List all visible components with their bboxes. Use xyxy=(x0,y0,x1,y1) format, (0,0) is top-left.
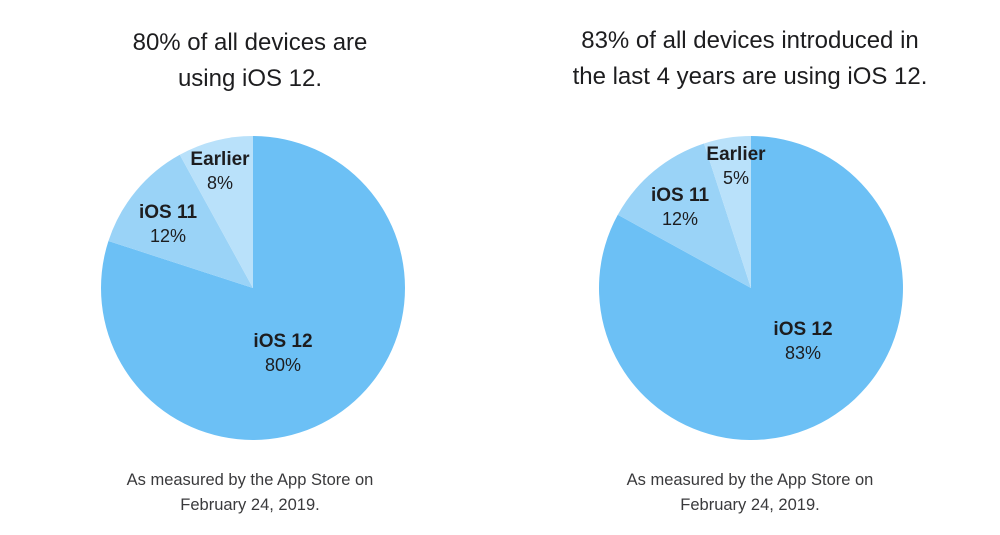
chart-panel-recent-devices: 83% of all devices introduced in the las… xyxy=(500,0,1000,535)
caption-line-1: As measured by the App Store on xyxy=(126,471,374,489)
caption-line-1: As measured by the App Store on xyxy=(626,471,874,489)
slice-value-earlier: 5% xyxy=(723,168,749,188)
caption-line-2: February 24, 2019. xyxy=(680,496,820,514)
slice-label-ios-11: iOS 11 xyxy=(651,185,710,206)
slice-label-earlier: Earlier xyxy=(706,144,766,165)
pie-chart: iOS 12 80% iOS 11 12% Earlier 8% xyxy=(101,136,406,440)
pie-slice-ios-11 xyxy=(617,143,751,288)
slice-label-ios-12: iOS 12 xyxy=(253,331,312,352)
slice-label-ios-11: iOS 11 xyxy=(139,202,198,223)
chart-title-line-2: using iOS 12. xyxy=(177,65,323,92)
chart-title: 80% of all devices are using iOS 12. xyxy=(0,25,500,97)
chart-title: 83% of all devices introduced in the las… xyxy=(500,23,1000,95)
chart-panel-all-devices: 80% of all devices are using iOS 12. iOS… xyxy=(0,25,500,518)
slice-value-ios-12: 83% xyxy=(785,343,821,363)
pie-slice-earlier xyxy=(704,136,751,288)
slice-value-ios-12: 80% xyxy=(265,355,301,375)
pie-chart: iOS 12 83% iOS 11 12% Earlier 5% xyxy=(598,136,903,440)
chart-caption: As measured by the App Store on February… xyxy=(500,468,1000,518)
pie-slice-ios-11 xyxy=(108,154,253,288)
slice-label-ios-12: iOS 12 xyxy=(773,319,832,340)
pie-slice-earlier xyxy=(179,136,253,288)
slice-value-earlier: 8% xyxy=(207,173,233,193)
chart-title-line-2: the last 4 years are using iOS 12. xyxy=(572,63,928,90)
chart-caption: As measured by the App Store on February… xyxy=(0,468,500,518)
slice-value-ios-11: 12% xyxy=(662,209,698,229)
slice-label-earlier: Earlier xyxy=(190,149,250,170)
pie-slice-ios-12 xyxy=(101,136,406,440)
caption-line-2: February 24, 2019. xyxy=(180,496,320,514)
slice-value-ios-11: 12% xyxy=(150,226,186,246)
chart-title-line-1: 80% of all devices are xyxy=(132,29,368,56)
pie-slice-ios-12 xyxy=(598,136,903,440)
chart-title-line-1: 83% of all devices introduced in xyxy=(581,27,919,54)
